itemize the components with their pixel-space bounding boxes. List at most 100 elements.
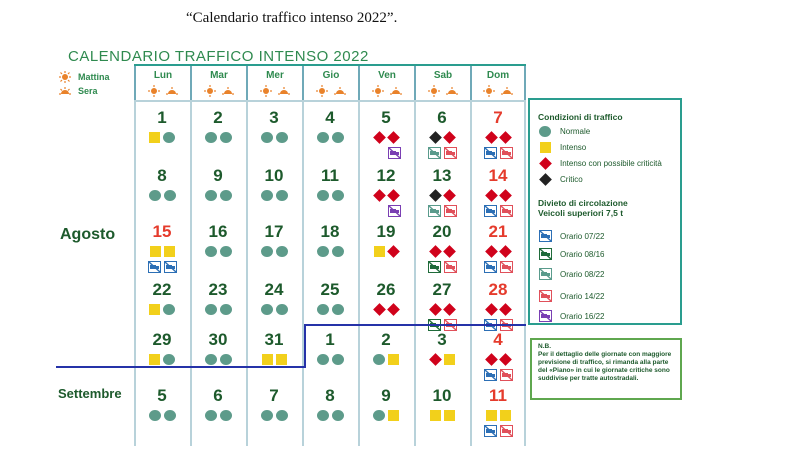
legend-normale: Normale (538, 126, 590, 137)
truck-ban-icon (499, 425, 513, 437)
legend-sera: Sera (58, 84, 134, 98)
time-of-day-legend: Mattina Sera (58, 70, 134, 98)
rosso-traffic-icon (498, 353, 512, 366)
day-number: 4 (493, 330, 503, 349)
traffic-icons (246, 132, 302, 143)
rosso-traffic-icon (386, 303, 400, 316)
intenso-traffic-icon (388, 410, 399, 421)
truck-ban-icon (499, 261, 513, 273)
weekday-dom: Dom (470, 66, 526, 100)
traffic-icons (358, 410, 414, 421)
normale-traffic-icon (219, 246, 232, 257)
rosso-traffic-icon (484, 245, 498, 258)
day-number: 3 (437, 330, 447, 349)
intenso-traffic-icon (388, 354, 399, 365)
traffic-icons (246, 246, 302, 257)
traffic-icons (190, 132, 246, 143)
traffic-legend: Condizioni di traffico Normale Intenso I… (528, 98, 682, 325)
truck-ban-icon (499, 205, 513, 217)
sun-evening-icon (59, 87, 71, 95)
sun-evening-icon (501, 87, 513, 95)
legend-divieto-subtitle: Veicoli superiori 7,5 t (538, 208, 624, 218)
day-number: 28 (488, 280, 508, 299)
day-number: 8 (157, 166, 167, 185)
normale-traffic-icon (275, 304, 288, 315)
empty-slot (372, 147, 385, 159)
day-number: 31 (264, 330, 284, 349)
rosso-traffic-icon (386, 189, 400, 202)
day-number: 7 (493, 108, 503, 127)
normale-traffic-icon (316, 190, 329, 201)
truck-ban-icons (414, 205, 470, 217)
red-diamond-icon (538, 157, 552, 170)
intenso-traffic-icon (499, 410, 511, 421)
rosso-traffic-icon (428, 353, 442, 366)
intenso-traffic-icon (443, 410, 455, 421)
normale-traffic-icon (275, 132, 288, 143)
month-boundary-line (56, 366, 306, 368)
grid-column-line (524, 102, 526, 446)
traffic-icons (134, 132, 190, 143)
normale-traffic-icon (331, 246, 344, 257)
grid-column-line (302, 102, 304, 446)
rosso-traffic-icon (372, 303, 386, 316)
truck-ban-icons (470, 147, 526, 159)
day-number: 21 (488, 222, 508, 241)
truck-ban-icon (483, 369, 497, 381)
normale-traffic-icon (260, 246, 273, 257)
day-number: 18 (320, 222, 340, 241)
nb-text: Per il dettaglio delle giornate con magg… (538, 351, 672, 382)
weekday-label: Gio (322, 70, 340, 81)
normale-traffic-icon (204, 410, 217, 421)
normale-traffic-icon (331, 190, 344, 201)
day-number: 8 (325, 386, 335, 405)
legend-label: Orario 08/22 (560, 269, 605, 279)
traffic-icons (358, 354, 414, 365)
day-number: 2 (381, 330, 391, 349)
weekday-lun: Lun (134, 66, 190, 100)
truck-ban-icon (147, 261, 161, 273)
day-number: 6 (213, 386, 223, 405)
normale-traffic-icon (275, 190, 288, 201)
normale-traffic-icon (331, 354, 344, 365)
weekday-label: Mer (266, 70, 284, 81)
rosso-traffic-icon (372, 131, 386, 144)
grid-column-line (358, 102, 360, 446)
legend-divieto-title: Divieto di circolazione (538, 198, 628, 208)
traffic-icons (414, 189, 470, 202)
weekday-sab: Sab (414, 66, 470, 100)
intenso-traffic-icon (485, 410, 497, 421)
legend-orario-1622: Orario 16/22 (538, 310, 604, 322)
month-label-agosto: Agosto (60, 226, 116, 243)
intenso-square-icon (539, 142, 551, 153)
weekday-header: Lun Mar Mer Gio Ven Sab Dom (134, 64, 526, 100)
sun-evening-icon (334, 87, 346, 95)
weekday-label: Lun (153, 70, 173, 81)
legend-label: Critico (560, 175, 583, 184)
legend-rosso: Intenso con possibile criticità (538, 157, 662, 170)
truck-ban-icons (414, 261, 470, 273)
nero-traffic-icon (428, 189, 442, 202)
traffic-icons (134, 354, 190, 365)
traffic-icons (470, 131, 526, 144)
legend-orario-0822: Orario 08/22 (538, 268, 604, 280)
traffic-icons (302, 132, 358, 143)
mattina-label: Mattina (78, 72, 110, 82)
sun-morning-icon (372, 85, 384, 97)
sun-evening-icon (278, 87, 290, 95)
traffic-icons (190, 246, 246, 257)
day-number: 3 (269, 108, 279, 127)
normale-traffic-icon (219, 132, 232, 143)
sun-morning-icon (316, 85, 328, 97)
rosso-traffic-icon (498, 245, 512, 258)
truck-ban-icon (499, 369, 513, 381)
calendar-title: CALENDARIO TRAFFICO INTENSO 2022 (68, 48, 369, 65)
truck-ban-icon (163, 261, 177, 273)
traffic-icons (302, 304, 358, 315)
legend-label: Orario 16/22 (560, 311, 605, 321)
normale-traffic-icon (373, 354, 385, 365)
sun-morning-icon (483, 85, 495, 97)
legend-mattina: Mattina (58, 70, 134, 84)
normale-traffic-icon (163, 132, 175, 143)
day-number: 5 (381, 108, 391, 127)
